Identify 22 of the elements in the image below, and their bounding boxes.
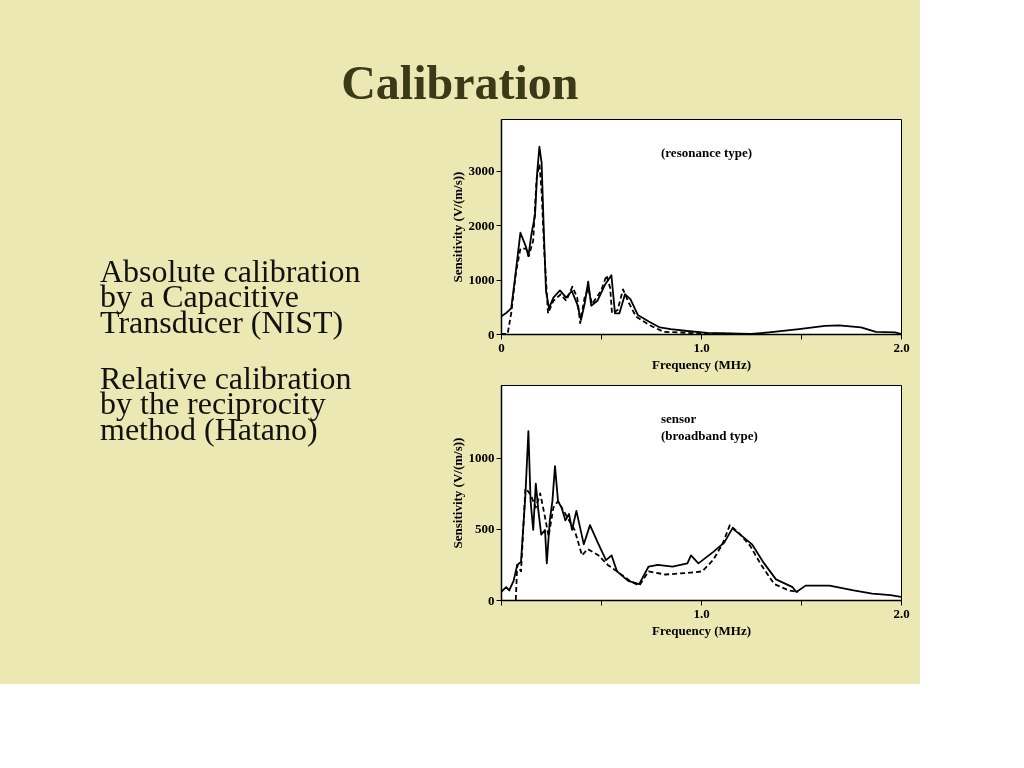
y-tick-label: 500 [475,521,495,537]
y-tick-label: 1000 [468,450,495,466]
y-tick-label: 1000 [468,272,495,288]
y-tick-label: 0 [488,592,495,608]
x-tick-label: 1.0 [693,339,710,355]
x-tick-label: 2.0 [893,605,910,621]
y-tick-label: 0 [488,326,495,342]
text: Absolute calibration by a Capacitive Transducer (NIST) [100,252,361,340]
y-tick-label: 2000 [468,217,495,233]
y-axis-title: Sensitivity (V/(m/s)) [449,437,465,549]
x-tick-label: 1.0 [693,605,710,621]
y-tick-label: 3000 [468,163,495,179]
annotation: (resonance type) [661,145,753,160]
annotation: sensor [661,411,697,426]
text: Calibration [341,55,579,109]
x-axis-title: Frequency (MHz) [651,622,752,638]
x-axis-title: Frequency (MHz) [651,356,752,372]
text: Relative calibration by the reciprocity method (Hatano) [100,359,352,447]
y-axis-title: Sensitivity (V/(m/s)) [449,171,465,283]
x-tick-label: 2.0 [893,339,910,355]
annotation: (broadband type) [661,428,758,443]
x-tick-label: 0 [498,339,505,355]
